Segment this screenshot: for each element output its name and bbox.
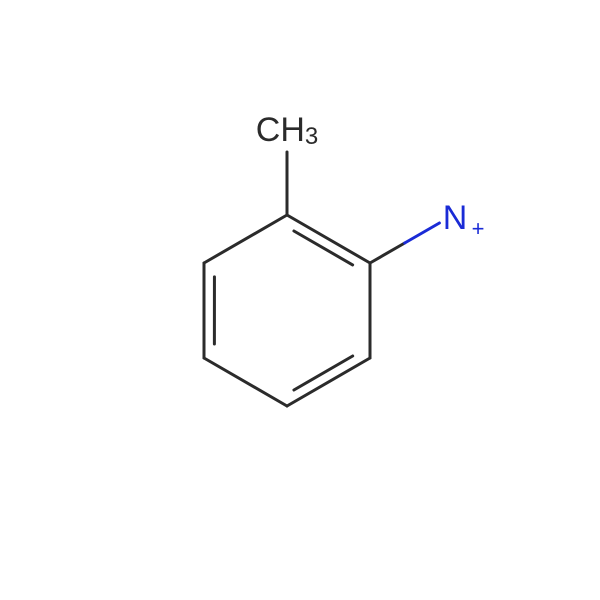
nitrogen-atom-label: N (443, 199, 468, 237)
methyl-label: CH3 (256, 111, 318, 150)
molecule-diagram: CH3 N+ (0, 0, 600, 600)
charge-plus: + (472, 216, 485, 241)
